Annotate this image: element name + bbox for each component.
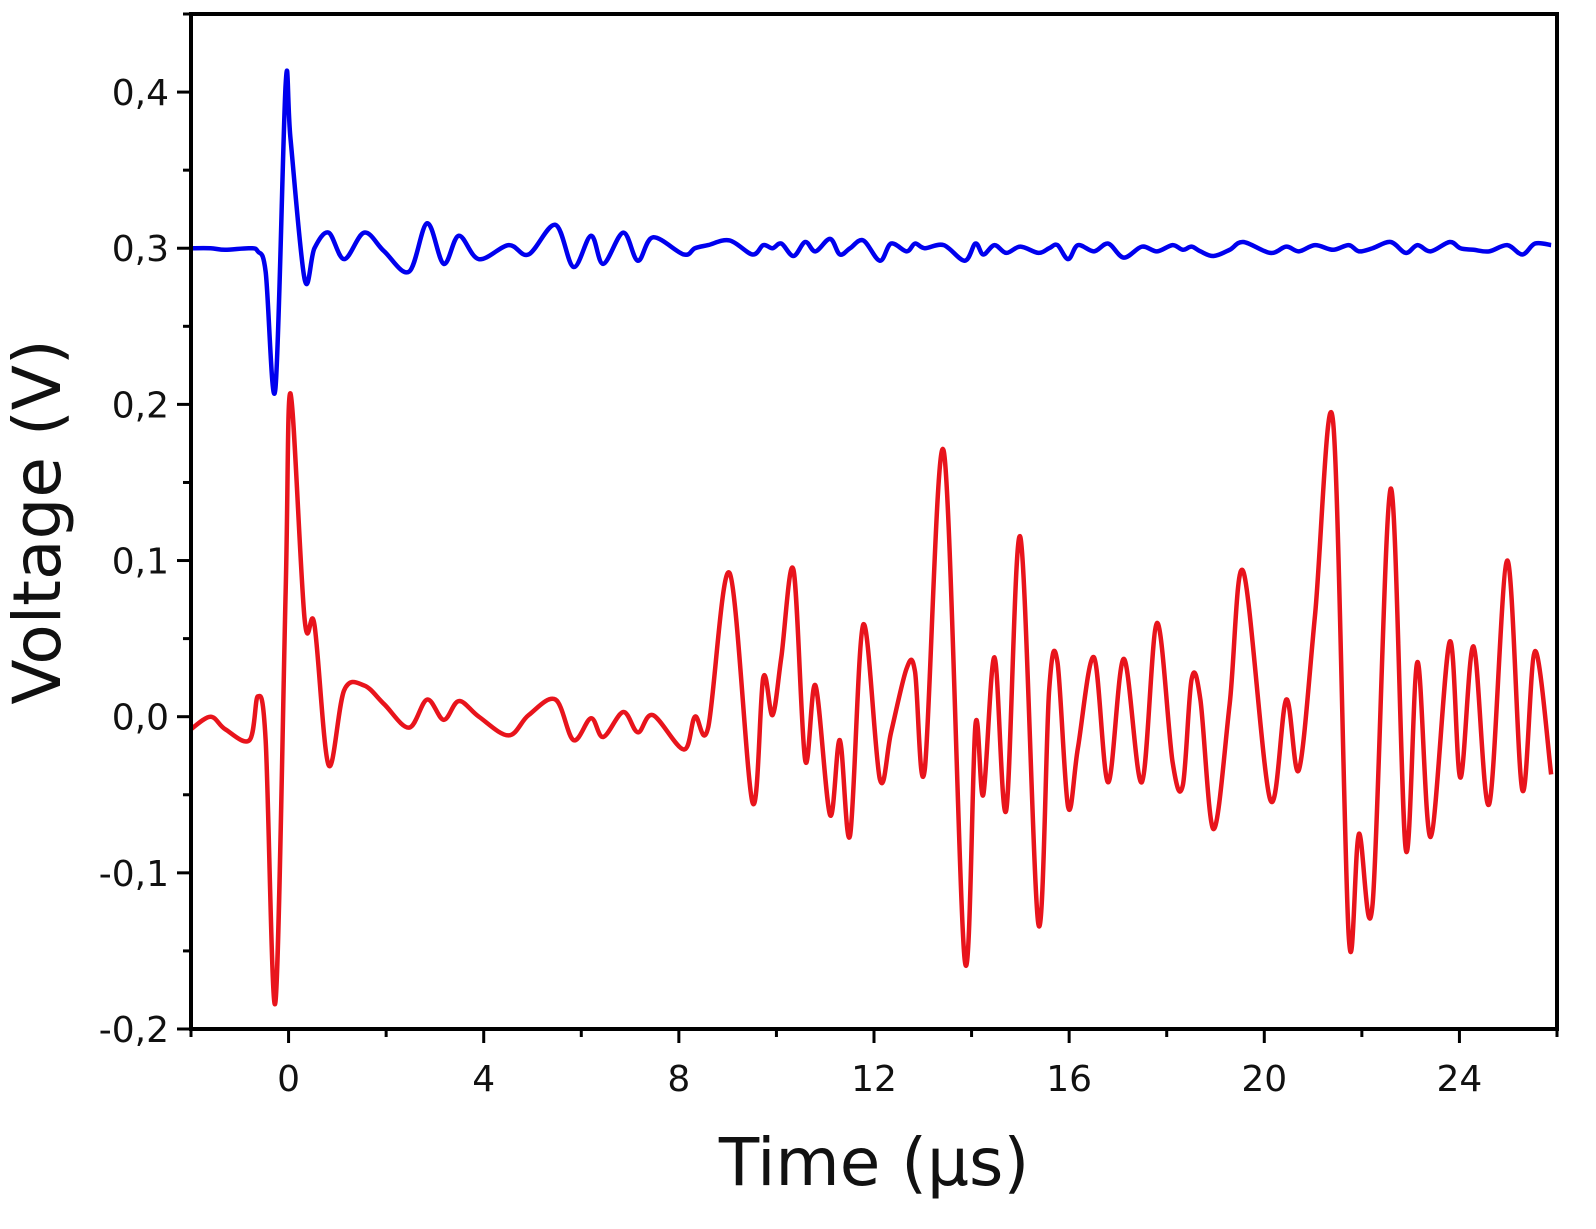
y-tick-label: 0,0	[112, 698, 169, 739]
x-tick-label: 12	[851, 1059, 897, 1100]
x-tick-label: 20	[1241, 1059, 1287, 1100]
y-tick-label: -0,2	[99, 1010, 169, 1051]
x-tick-label: 4	[472, 1059, 495, 1100]
plot-frame	[189, 12, 1559, 1031]
data-line	[191, 391, 1554, 1007]
x-tick-label: 0	[277, 1059, 300, 1100]
y-tick-label: -0,1	[99, 854, 169, 895]
y-tick-label: 0,3	[112, 229, 169, 270]
x-tick-label: 16	[1046, 1059, 1092, 1100]
y-tick-label: 0,4	[112, 73, 169, 114]
x-tick-label: 8	[667, 1059, 690, 1100]
x-axis-title: Time (μs)	[718, 1124, 1029, 1201]
y-tick-label: 0,2	[112, 385, 169, 426]
x-tick-label: 24	[1437, 1059, 1483, 1100]
data-line	[191, 68, 1552, 396]
y-tick-label: 0,1	[112, 542, 169, 583]
y-axis-title: Voltage (V)	[0, 339, 76, 704]
